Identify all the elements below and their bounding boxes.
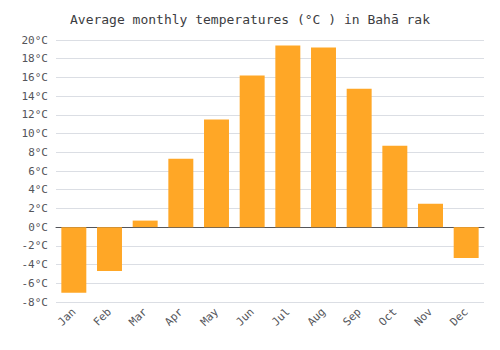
svg-text:Mar: Mar (127, 305, 150, 328)
svg-text:Jul: Jul (269, 305, 292, 328)
svg-text:Dec: Dec (448, 305, 471, 328)
svg-text:14°C: 14°C (22, 90, 49, 103)
svg-text:4°C: 4°C (28, 183, 48, 196)
svg-text:Sep: Sep (341, 305, 364, 328)
svg-text:6°C: 6°C (28, 165, 48, 178)
svg-text:May: May (198, 305, 221, 328)
svg-text:-8°C: -8°C (22, 296, 49, 309)
svg-text:Jun: Jun (234, 305, 257, 328)
svg-text:Jan: Jan (55, 305, 78, 328)
svg-text:12°C: 12°C (22, 108, 49, 121)
svg-text:Oct: Oct (376, 305, 399, 328)
svg-text:-6°C: -6°C (22, 277, 49, 290)
svg-text:Nov: Nov (412, 305, 435, 328)
svg-text:20°C: 20°C (22, 34, 49, 47)
svg-text:16°C: 16°C (22, 71, 49, 84)
svg-text:2°C: 2°C (28, 202, 48, 215)
svg-text:10°C: 10°C (22, 127, 49, 140)
svg-text:Feb: Feb (91, 305, 114, 328)
svg-text:0°C: 0°C (28, 221, 48, 234)
svg-text:-4°C: -4°C (22, 258, 49, 271)
svg-text:Average monthly temperatures (: Average monthly temperatures (°C ) in Ba… (70, 12, 430, 27)
svg-text:8°C: 8°C (28, 146, 48, 159)
svg-text:18°C: 18°C (22, 52, 49, 65)
svg-text:Apr: Apr (162, 305, 185, 328)
svg-text:-2°C: -2°C (22, 239, 49, 252)
svg-text:Aug: Aug (305, 305, 328, 328)
